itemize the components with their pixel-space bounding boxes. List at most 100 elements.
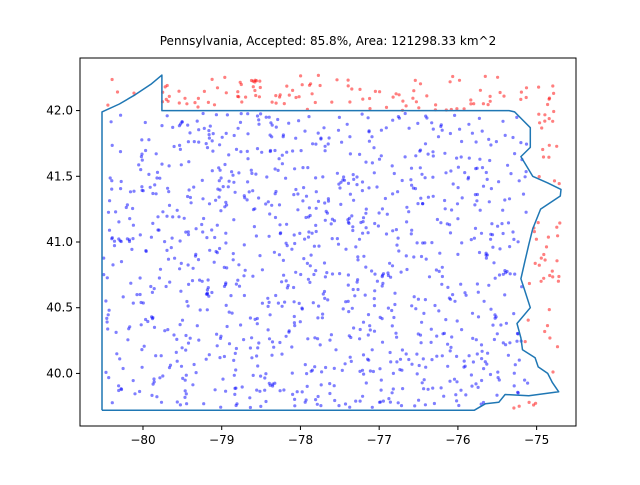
rejected-point	[540, 126, 544, 130]
accepted-point	[396, 401, 400, 405]
accepted-point	[150, 393, 154, 397]
accepted-point	[156, 228, 160, 232]
accepted-point	[291, 392, 295, 396]
accepted-point	[452, 377, 457, 381]
accepted-point	[397, 249, 401, 253]
rejected-point	[543, 113, 547, 117]
accepted-point	[290, 371, 294, 375]
accepted-point	[221, 185, 225, 189]
accepted-point	[104, 370, 108, 374]
y-tick-label: 42.0	[46, 104, 73, 118]
accepted-point	[379, 154, 383, 158]
accepted-point	[361, 220, 365, 224]
accepted-point	[476, 315, 481, 319]
accepted-point	[323, 144, 327, 148]
accepted-point	[205, 308, 209, 312]
accepted-point	[475, 199, 479, 203]
accepted-point	[270, 135, 274, 139]
accepted-point	[319, 404, 323, 408]
accepted-point	[274, 189, 278, 194]
accepted-point	[380, 207, 384, 211]
accepted-point	[360, 180, 365, 184]
accepted-point	[125, 203, 129, 207]
accepted-point	[224, 231, 228, 235]
x-tick-label: −78	[288, 433, 313, 447]
accepted-point	[194, 252, 198, 256]
accepted-point	[304, 398, 308, 402]
accepted-point	[178, 323, 182, 327]
rejected-point	[434, 103, 438, 107]
rejected-point	[238, 80, 242, 84]
accepted-point	[246, 132, 250, 136]
accepted-point	[379, 378, 383, 382]
accepted-point	[322, 126, 326, 130]
accepted-point	[486, 351, 490, 355]
accepted-point	[471, 336, 475, 340]
accepted-point	[500, 222, 504, 226]
rejected-point	[496, 75, 500, 79]
accepted-point	[139, 323, 143, 327]
rejected-point	[258, 79, 262, 83]
accepted-point	[367, 129, 371, 133]
rejected-point	[361, 97, 365, 101]
accepted-point	[491, 323, 495, 327]
accepted-point	[415, 352, 419, 356]
accepted-point	[214, 198, 218, 202]
accepted-point	[420, 172, 424, 176]
rejected-point	[556, 279, 561, 283]
accepted-point	[429, 327, 433, 331]
accepted-point	[225, 203, 229, 207]
accepted-point	[202, 126, 206, 130]
accepted-point	[128, 325, 132, 329]
accepted-point	[335, 171, 339, 175]
accepted-point	[202, 402, 206, 406]
accepted-point	[508, 272, 512, 276]
accepted-point	[212, 260, 216, 264]
accepted-point	[201, 230, 205, 234]
rejected-point	[418, 82, 423, 86]
accepted-point	[297, 119, 301, 123]
accepted-point	[391, 118, 395, 122]
accepted-point	[427, 275, 432, 279]
accepted-point	[234, 346, 238, 351]
rejected-point	[455, 107, 459, 111]
accepted-point	[192, 140, 196, 144]
accepted-point	[326, 197, 330, 201]
accepted-point	[467, 122, 471, 126]
accepted-point	[330, 272, 335, 276]
accepted-point	[376, 224, 380, 228]
accepted-point	[516, 391, 520, 395]
accepted-point	[327, 136, 331, 140]
accepted-point	[280, 304, 284, 308]
accepted-point	[285, 222, 289, 226]
accepted-point	[119, 260, 124, 264]
x-tick-label: −80	[130, 433, 155, 447]
accepted-point	[140, 185, 144, 189]
accepted-point	[191, 266, 195, 270]
accepted-point	[487, 283, 491, 287]
accepted-point	[301, 166, 305, 170]
accepted-point	[187, 282, 191, 286]
accepted-point	[219, 334, 223, 338]
accepted-point	[411, 186, 415, 190]
accepted-point	[496, 376, 500, 380]
accepted-point	[174, 350, 178, 354]
accepted-point	[150, 290, 154, 294]
accepted-point	[370, 161, 374, 165]
accepted-point	[475, 192, 479, 197]
accepted-point	[318, 343, 322, 347]
accepted-point	[184, 230, 188, 234]
accepted-point	[407, 210, 411, 214]
accepted-point	[439, 123, 443, 127]
accepted-point	[186, 233, 191, 237]
accepted-point	[189, 201, 193, 205]
accepted-point	[377, 400, 382, 404]
rejected-point	[313, 100, 317, 105]
accepted-point	[503, 133, 507, 137]
accepted-point	[329, 222, 333, 226]
accepted-point	[245, 149, 249, 153]
rejected-point	[335, 78, 339, 82]
accepted-point	[184, 348, 188, 352]
accepted-point	[143, 120, 147, 125]
accepted-point	[344, 300, 348, 304]
